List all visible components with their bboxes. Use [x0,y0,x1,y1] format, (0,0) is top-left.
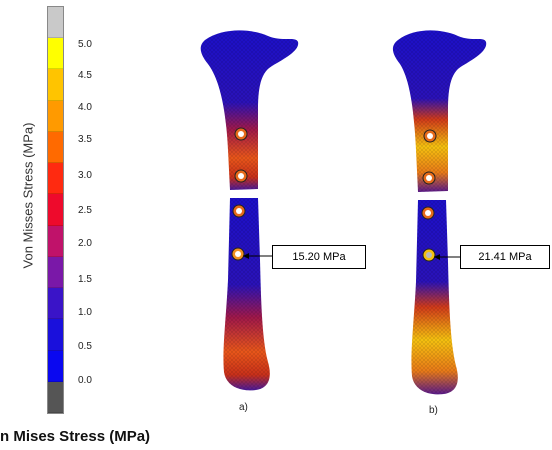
screw-holes-b [421,129,437,262]
screw-holes-a [231,127,248,261]
tick-label: 1.0 [78,307,92,318]
tick-label: 0.0 [78,375,92,386]
tick-label: 3.0 [78,170,92,181]
scale-color-cell [48,7,63,39]
scale-color-cell [48,100,63,132]
stress-color-scale [47,6,64,414]
scale-color-cell [48,381,63,414]
scale-color-cell [48,38,63,70]
tick-label: 1.5 [78,274,92,285]
bone-model-b [392,30,487,395]
bone-model-a [200,30,299,391]
tick-label: 2.5 [78,205,92,216]
scale-color-cell [48,319,63,351]
scale-color-cell [48,225,63,257]
scale-color-cell [48,288,63,320]
scale-color-cell [48,163,63,195]
stress-callout-b: 21.41 MPa [460,245,550,269]
scale-color-cell [48,256,63,289]
scale-color-cell [48,350,63,382]
tick-label: 4.0 [78,102,92,113]
tick-label: 2.0 [78,238,92,249]
tick-label: 5.0 [78,39,92,50]
panel-label-b: b) [429,405,438,416]
scale-color-cell [48,69,63,101]
tick-label: 0.5 [78,341,92,352]
scale-color-cell [48,194,63,226]
panel-label-a: a) [239,402,248,413]
tick-label: 3.5 [78,134,92,145]
legend-bottom-title: n Mises Stress (MPa) [0,428,151,445]
stress-callout-a: 15.20 MPa [272,245,366,269]
tick-label: 4.5 [78,70,92,81]
scale-color-cell [48,131,63,164]
